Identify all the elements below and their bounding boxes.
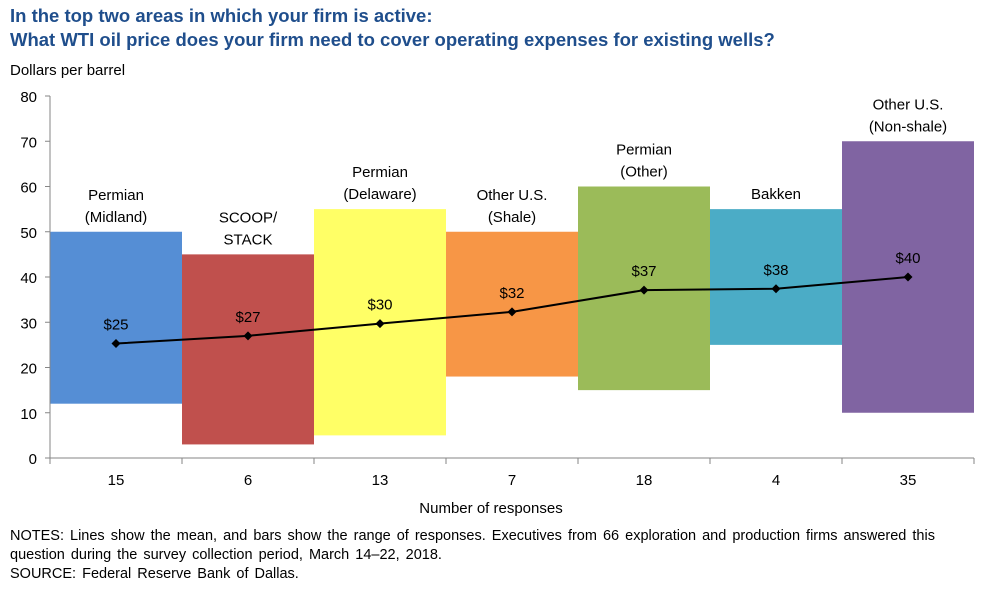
chart: Permian (Midland) 15 SCOOP/STACK 6 Permian (De… (20, 89, 975, 489)
category-label: (Shale) (488, 209, 536, 226)
notes-text: NOTES: Lines show the mean, and bars sho… (10, 528, 935, 563)
category-label: (Midland) (85, 209, 148, 226)
category-label: (Delaware) (343, 186, 416, 203)
x-tick-label: 6 (244, 472, 252, 489)
y-tick-label: 10 (20, 406, 37, 423)
chart-title: In the top two areas in which your firm … (10, 4, 775, 52)
mean-marker (243, 331, 253, 341)
category-label: Permian (616, 142, 672, 159)
category-label: (Non-shale) (869, 118, 947, 135)
category-label: SCOOP/ (219, 209, 278, 226)
mean-marker (771, 284, 781, 294)
y-tick-label: 30 (20, 315, 37, 332)
x-tick-label: 35 (900, 472, 917, 489)
y-tick-label: 60 (20, 180, 37, 197)
notes: NOTES: Lines show the mean, and bars sho… (10, 527, 995, 584)
mean-marker (639, 285, 649, 295)
mean-data-label: $30 (367, 297, 392, 314)
x-tick-label: 7 (508, 472, 516, 489)
mean-marker (111, 339, 121, 349)
category-label: Other U.S. (873, 96, 944, 113)
category-label: Permian (352, 164, 408, 181)
x-tick-label: 4 (772, 472, 780, 489)
category-label: Other U.S. (477, 187, 548, 204)
x-tick-label: 18 (636, 472, 653, 489)
mean-data-label: $32 (499, 285, 524, 302)
y-tick-label: 70 (20, 134, 37, 151)
y-axis-label: Dollars per barrel (10, 62, 126, 79)
mean-data-label: $37 (631, 263, 656, 280)
mean-data-label: $25 (103, 317, 128, 334)
category-label: STACK (224, 231, 273, 248)
y-tick-label: 80 (20, 89, 37, 106)
x-axis-label: Number of responses (419, 500, 563, 517)
category-label: Bakken (751, 186, 801, 203)
y-tick-label: 20 (20, 361, 37, 378)
y-tick-label: 0 (29, 451, 37, 468)
category-label: (Other) (620, 164, 668, 181)
x-tick-label: 13 (372, 472, 389, 489)
category-label: Permian (88, 187, 144, 204)
title-line-1: In the top two areas in which your firm … (10, 5, 433, 26)
x-tick-label: 15 (108, 472, 125, 489)
title-line-2: What WTI oil price does your firm need t… (10, 29, 775, 50)
mean-marker (375, 319, 385, 329)
range-bar (50, 231, 182, 404)
range-bar (182, 254, 314, 445)
range-bar (710, 209, 842, 345)
mean-marker (903, 272, 913, 282)
source-text: SOURCE: Federal Reserve Bank of Dallas. (10, 566, 299, 582)
x-axis-label-wrap: Number of responses (0, 500, 1002, 517)
mean-data-label: $38 (763, 262, 788, 279)
y-tick-label: 40 (20, 270, 37, 287)
mean-data-label: $27 (235, 309, 260, 326)
y-tick-label: 50 (20, 225, 37, 242)
mean-data-label: $40 (895, 250, 920, 267)
mean-marker (507, 307, 517, 317)
